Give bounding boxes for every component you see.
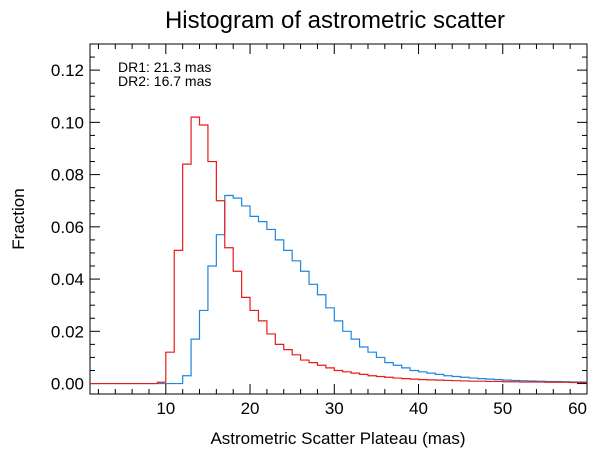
x-tick-label: 20 — [241, 399, 260, 418]
y-axis-label: Fraction — [9, 188, 28, 249]
y-tick-label: 0.12 — [51, 61, 84, 80]
x-tick-label: 60 — [568, 399, 587, 418]
series-dr2-histogram — [90, 116, 587, 385]
series-dr1-histogram — [90, 194, 587, 385]
x-tick-label: 50 — [493, 399, 512, 418]
series-layer — [90, 116, 587, 385]
x-tick-label: 30 — [325, 399, 344, 418]
y-tick-label: 0.00 — [51, 375, 84, 394]
y-tick-label: 0.02 — [51, 322, 84, 341]
chart-title: Histogram of astrometric scatter — [165, 7, 505, 34]
plot-frame — [89, 43, 588, 395]
x-tick-label: 40 — [409, 399, 428, 418]
legend-dr2: DR2: 16.7 mas — [118, 73, 211, 89]
x-tick-label: 10 — [156, 399, 175, 418]
axis-ticks: 10 20 30 40 50 60 0.00 0.02 0.04 0.06 0.08 0.10 0.12 — [51, 44, 588, 418]
y-tick-label: 0.10 — [51, 113, 84, 132]
legend-dr1: DR1: 21.3 mas — [118, 59, 211, 75]
y-tick-label: 0.06 — [51, 218, 84, 237]
y-tick-label: 0.04 — [51, 270, 84, 289]
y-tick-label: 0.08 — [51, 166, 84, 185]
x-axis-label: Astrometric Scatter Plateau (mas) — [210, 429, 465, 448]
